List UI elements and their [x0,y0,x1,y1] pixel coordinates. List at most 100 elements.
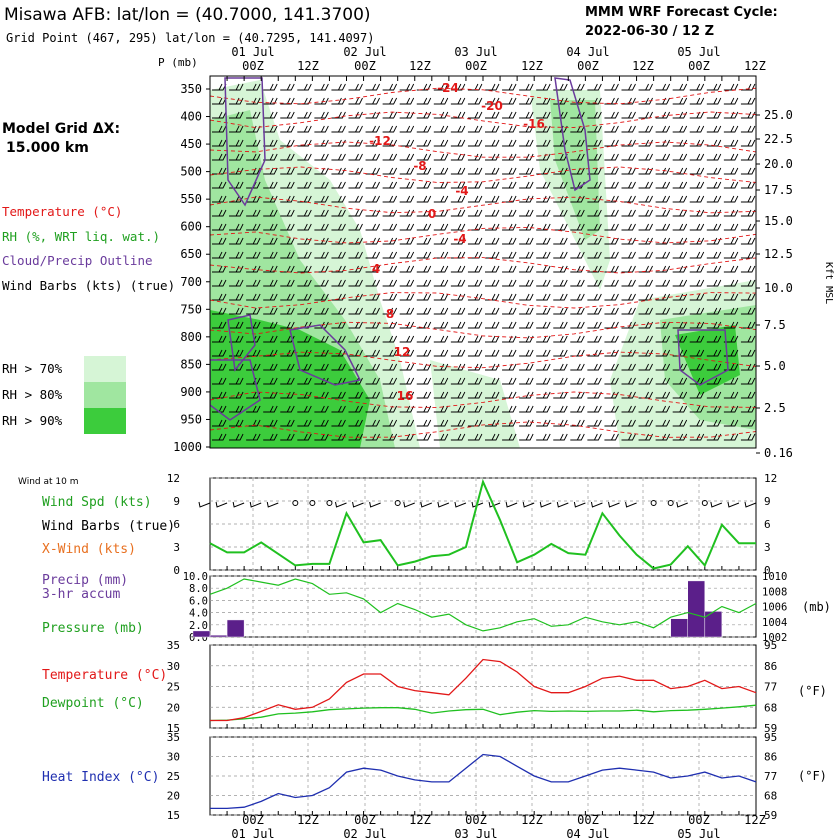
wind-barb [570,433,585,441]
legend-rh80: RH > 80% [2,387,63,402]
wind-barb [536,139,551,147]
wind-barb [348,97,363,105]
wind-barb [553,391,568,399]
calm-circle [292,500,299,506]
wind-barb [740,195,756,203]
wind-barb [467,181,483,189]
wind-barb [485,195,500,203]
wind-barb [604,321,619,329]
wind-barb [229,223,244,231]
hour-label: 12Z [297,813,319,827]
wind-barb [263,363,278,371]
wind-barb [467,265,483,273]
wind-barb [450,349,466,357]
wind-barb [706,251,722,259]
wind-barb [399,335,415,343]
wind-barb [297,307,312,315]
wind-barb [450,405,466,413]
wind-barb [519,293,534,301]
wind-barb [672,405,688,413]
wind-barb [587,363,602,371]
pressure-label: Pressure (mb) [42,621,144,636]
wind-barb [280,419,295,427]
wind-barb [672,209,688,217]
wind-barb [604,307,619,315]
wind-barb [536,377,551,385]
surface-wind-barb [573,501,586,508]
wind-barb [314,223,329,231]
wind-barb [689,349,705,357]
wind-barb [587,237,602,245]
wind-barb [706,363,722,371]
wind-barb [399,209,415,217]
wind-barb [672,125,688,133]
wind-barb [433,237,449,245]
wind-barb [621,265,636,273]
wind-barb [672,223,688,231]
wind-barb [570,279,585,287]
wind-barb [331,251,346,259]
wind-barb [280,377,295,385]
wind-barb [604,195,619,203]
temperature-contour [210,111,756,129]
wind-barb [382,419,398,427]
wind-barb [655,391,671,399]
wind-barb [570,195,585,203]
wind-barb [467,307,483,315]
cloud-outline-shape [554,77,591,192]
wind-barb [706,405,722,413]
wind-barb [314,377,329,385]
wind-barb [485,265,500,273]
wind-barb [382,139,398,147]
wind-barb [655,419,671,427]
surface-wind-barb [676,501,688,508]
date-label: 02 Jul [343,45,386,59]
wind-barb [433,195,449,203]
wind-barb [519,195,534,203]
wind-barb [314,153,329,161]
wind-barb [246,349,261,357]
wind-barb [229,111,244,119]
wind-barb [689,363,705,371]
wind-barb [638,223,653,231]
hour-label: 00Z [354,813,376,827]
wind-barb [365,167,380,175]
wind-barb [672,419,688,427]
wind-barb [570,307,585,315]
wind-barb [467,111,483,119]
precip-accum-label: 3-hr accum [42,587,120,602]
wind-ytick-right: 9 [764,495,771,508]
temp-ytick: 35 [167,639,180,652]
calm-circle [309,500,316,506]
wind-barb [467,153,483,161]
wind-barb [433,83,449,91]
wind-barb [416,195,432,203]
pressure-tick-label: 800 [180,330,202,344]
legend-cloud: Cloud/Precip Outline [2,253,153,268]
date-label: 04 Jul [566,827,609,840]
wind-barb [348,419,363,427]
wind-barb [399,307,415,315]
wind-barb [604,363,619,371]
wind-barb [604,419,619,427]
pressure-tick-label: 550 [180,192,202,206]
wind-barb [740,307,756,315]
wind-barb [740,223,756,231]
wind-barb [433,349,449,357]
wind-barb [672,83,688,91]
wind-barb [570,335,585,343]
wind-barb [229,335,244,343]
precip-bar [192,630,211,638]
pressure-tick-label: 850 [180,357,202,371]
wind-barb [723,377,739,385]
wind-ytick-right: 12 [764,472,777,485]
wind-barb [502,125,517,133]
wind-barb [433,97,449,105]
wind-barb [672,307,688,315]
wind-barb [553,377,568,385]
wind-barb [399,195,415,203]
wind-barb [348,363,363,371]
wind-barb [280,111,295,119]
wind-barb [263,125,278,133]
surface-wind-barb [727,501,740,508]
